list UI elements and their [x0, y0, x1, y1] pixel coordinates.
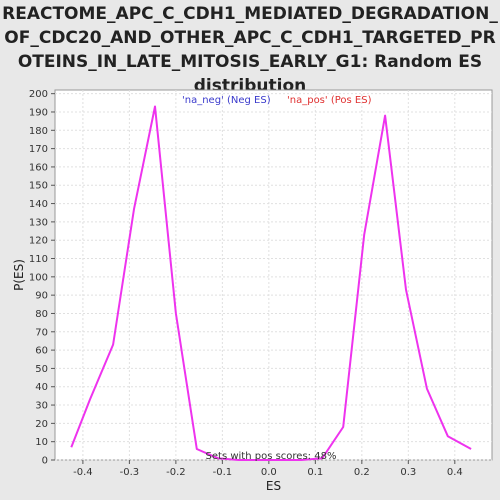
y-tick-label: 10 [35, 437, 48, 448]
series-layer [70, 105, 472, 461]
y-tick-label: 180 [29, 126, 48, 137]
y-tick-label: 160 [29, 162, 48, 173]
y-tick-label: 0 [42, 456, 48, 467]
chart-title-line: OTEINS_IN_LATE_MITOSIS_EARLY_G1: Random … [17, 52, 483, 72]
x-axis-label: ES [266, 479, 281, 493]
y-tick-label: 130 [29, 217, 48, 228]
y-tick-label: 50 [35, 364, 48, 375]
x-tick-label: -0.3 [120, 467, 140, 478]
y-tick-label: 90 [35, 291, 48, 302]
chart-title-line: REACTOME_APC_C_CDH1_MEDIATED_DEGRADATION… [2, 4, 498, 24]
y-tick-label: 120 [29, 236, 48, 247]
y-tick-label: 80 [35, 309, 48, 320]
pos-scores-annotation: Sets with pos scores: 48% [206, 451, 337, 462]
x-tick-label: 0.3 [400, 467, 416, 478]
y-tick-label: 100 [29, 272, 48, 283]
es-distribution-line [70, 105, 472, 461]
y-tick-label: 60 [35, 346, 48, 357]
plot-area [54, 89, 493, 461]
x-tick-label: 0.1 [307, 467, 323, 478]
x-tick-label: -0.1 [213, 467, 233, 478]
y-tick-label: 150 [29, 181, 48, 192]
y-tick-label: 20 [35, 419, 48, 430]
chart-title-line: OF_CDC20_AND_OTHER_APC_C_CDH1_TARGETED_P… [4, 28, 496, 48]
x-tick-label: 0.4 [447, 467, 463, 478]
y-tick-label: 170 [29, 144, 48, 155]
y-tick-label: 140 [29, 199, 48, 210]
legend-entry-pos: 'na_pos' (Pos ES) [287, 95, 372, 106]
y-tick-label: 70 [35, 327, 48, 338]
x-tick-label: 0.0 [261, 467, 277, 478]
x-tick-label: -0.4 [73, 467, 93, 478]
legend-entry-neg: 'na_neg' (Neg ES) [182, 95, 271, 106]
y-tick-label: 40 [35, 382, 48, 393]
x-tick-label: -0.2 [166, 467, 186, 478]
y-tick-label: 30 [35, 401, 48, 412]
x-tick-label: 0.2 [354, 467, 370, 478]
chart-title: REACTOME_APC_C_CDH1_MEDIATED_DEGRADATION… [0, 2, 500, 98]
y-tick-label: 110 [29, 254, 48, 265]
axes: 0 10 20 30 40 50 60 70 80 90 100 110 120 130 140 150 160… [29, 89, 463, 478]
y-tick-label: 200 [29, 89, 48, 100]
y-tick-label: 190 [29, 107, 48, 118]
y-axis-label: P(ES) [12, 259, 26, 291]
